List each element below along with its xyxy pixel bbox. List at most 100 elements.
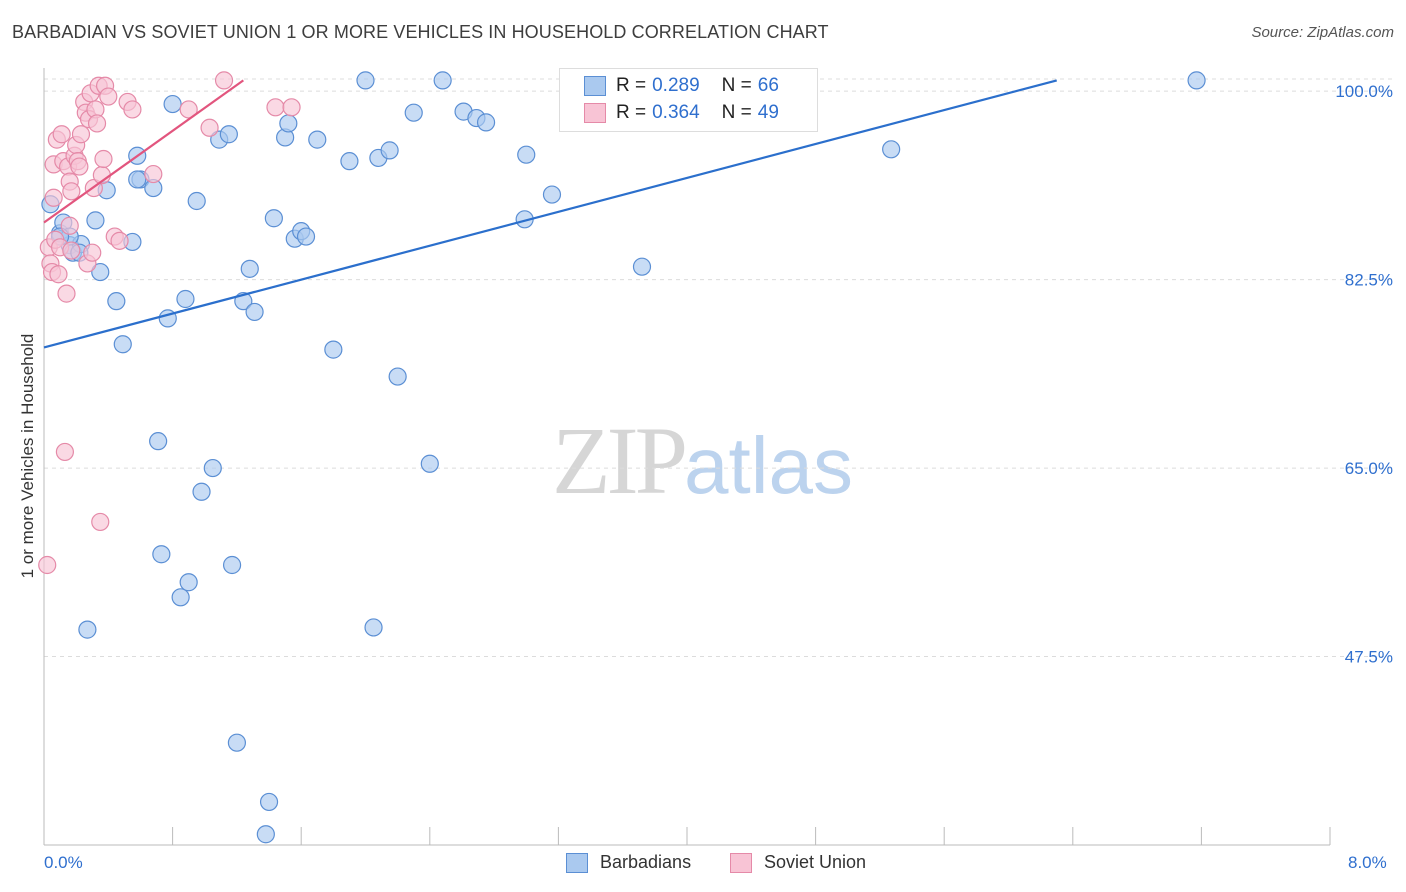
legend-r-label: R =: [616, 75, 647, 96]
y-tick-label: 82.5%: [1345, 271, 1393, 290]
point-barbadians: [171, 588, 190, 607]
point-barbadians: [219, 125, 238, 144]
legend-swatch-pink: [584, 103, 606, 123]
point-barbadians: [149, 432, 168, 451]
point-barbadians: [203, 458, 222, 478]
legend-r-value: 0.364: [652, 102, 700, 123]
y-tick-label: 47.5%: [1345, 648, 1393, 667]
bottom-legend-soviet-union: Soviet Union: [730, 852, 866, 873]
trendline-soviet-union: [43, 79, 244, 224]
point-barbadians: [882, 140, 901, 159]
watermark-atlas: atlas: [684, 421, 853, 510]
point-soviet-union: [266, 98, 285, 117]
legend-row-soviet-union: R = 0.364 N = 49: [584, 100, 779, 126]
point-barbadians: [179, 573, 198, 592]
point-barbadians: [356, 71, 375, 90]
point-soviet-union: [123, 100, 142, 119]
legend-r-label: R =: [616, 102, 647, 123]
axes: 47.5% 65.0% 82.5% 100.0%: [43, 68, 1393, 846]
point-barbadians: [308, 130, 327, 149]
point-soviet-union: [49, 265, 68, 284]
legend-n-value: 66: [757, 75, 779, 96]
point-barbadians: [245, 302, 264, 322]
watermark-zip: ZIP: [552, 407, 688, 514]
gridlines: [44, 78, 1395, 658]
data-points: [38, 71, 1206, 844]
y-tick-label: 100.0%: [1335, 82, 1393, 101]
point-soviet-union: [55, 442, 74, 462]
point-soviet-union: [60, 216, 79, 235]
point-barbadians: [404, 103, 423, 122]
chart-title: BARBADIAN VS SOVIET UNION 1 OR MORE VEHI…: [12, 22, 829, 42]
point-barbadians: [91, 262, 110, 282]
legend-label-barbadians: Barbadians: [600, 852, 692, 872]
point-barbadians: [380, 141, 399, 160]
point-barbadians: [128, 170, 147, 189]
point-barbadians: [152, 545, 171, 564]
point-soviet-union: [70, 157, 89, 176]
x-axis-max-label: 8.0%: [1348, 853, 1387, 872]
trendline-barbadians: [43, 79, 1058, 349]
x-axis-min-label: 0.0%: [44, 853, 83, 872]
point-barbadians: [1187, 71, 1206, 90]
point-barbadians: [222, 555, 242, 575]
legend-n-label: N =: [721, 102, 752, 123]
point-barbadians: [78, 620, 97, 639]
legend-swatch-blue: [566, 852, 588, 873]
legend-swatch-pink: [730, 852, 752, 873]
point-barbadians: [176, 289, 195, 309]
point-barbadians: [192, 482, 211, 501]
point-soviet-union: [62, 182, 81, 201]
point-barbadians: [388, 367, 407, 386]
point-soviet-union: [94, 149, 113, 169]
point-soviet-union: [62, 241, 81, 260]
point-barbadians: [256, 825, 275, 844]
point-barbadians: [187, 191, 206, 211]
point-soviet-union: [87, 114, 107, 133]
point-barbadians: [107, 292, 126, 311]
point-barbadians: [517, 145, 536, 164]
legend-r-value: 0.289: [652, 75, 700, 96]
point-barbadians: [433, 71, 452, 90]
point-barbadians: [163, 94, 182, 114]
point-barbadians: [240, 259, 259, 278]
point-soviet-union: [282, 98, 301, 117]
point-barbadians: [113, 335, 132, 354]
point-barbadians: [476, 113, 496, 132]
point-barbadians: [420, 454, 439, 473]
watermark: ZIPatlas: [552, 405, 853, 516]
point-barbadians: [632, 257, 652, 276]
legend-swatch-blue: [584, 76, 606, 96]
point-soviet-union: [179, 100, 198, 119]
trend-lines: [43, 79, 1058, 349]
point-soviet-union: [38, 555, 57, 575]
point-soviet-union: [214, 71, 234, 90]
legend-label-soviet-union: Soviet Union: [764, 852, 867, 872]
point-barbadians: [340, 152, 359, 171]
legend-n-value: 49: [757, 102, 779, 123]
point-soviet-union: [71, 125, 91, 144]
point-barbadians: [279, 114, 298, 133]
y-tick-label: 65.0%: [1345, 459, 1393, 478]
point-soviet-union: [44, 188, 63, 207]
point-barbadians: [542, 185, 562, 204]
point-soviet-union: [144, 164, 163, 184]
legend-row-barbadians: R = 0.289 N = 66: [584, 73, 779, 99]
legend-n-label: N =: [721, 75, 752, 96]
point-barbadians: [227, 733, 246, 752]
point-barbadians: [86, 211, 105, 230]
source-label: Source: ZipAtlas.com: [1251, 24, 1394, 41]
point-soviet-union: [200, 118, 219, 137]
point-barbadians: [296, 227, 316, 246]
bottom-legend-barbadians: Barbadians: [566, 852, 691, 873]
point-barbadians: [324, 340, 343, 359]
point-soviet-union: [99, 87, 118, 106]
point-soviet-union: [52, 125, 71, 144]
point-barbadians: [264, 209, 283, 228]
point-soviet-union: [91, 512, 110, 532]
point-barbadians: [364, 618, 383, 637]
point-soviet-union: [83, 243, 102, 262]
point-barbadians: [259, 792, 279, 812]
point-soviet-union: [110, 231, 129, 250]
point-soviet-union: [57, 284, 76, 303]
